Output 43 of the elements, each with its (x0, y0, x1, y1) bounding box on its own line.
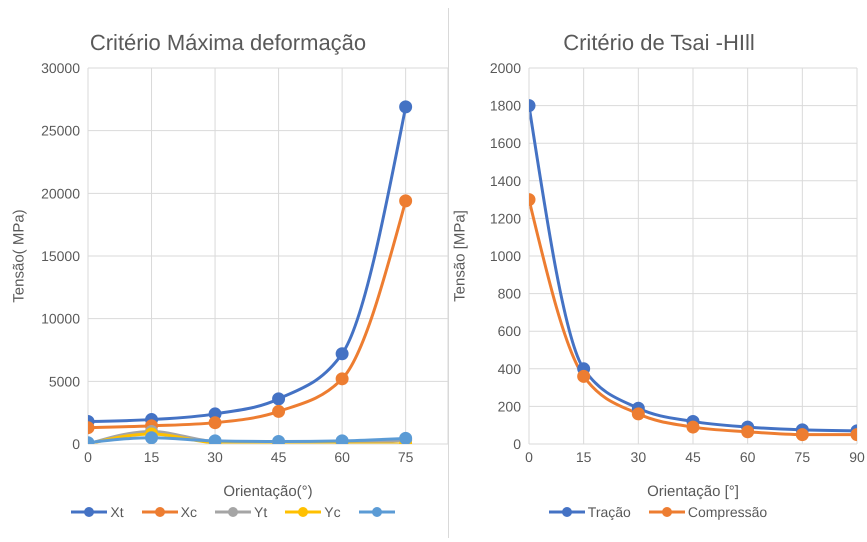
y-tick-label: 25000 (41, 122, 80, 139)
x-tick-label: 75 (794, 448, 810, 465)
x-tick-label: 30 (630, 448, 646, 465)
y-tick-label: 0 (72, 436, 80, 452)
x-tick-label: 60 (740, 448, 756, 465)
x-tick-label: 60 (334, 448, 350, 465)
y-tick-label: 800 (498, 286, 522, 302)
y-axis-title: Tensão [MPa] (451, 210, 468, 302)
legend-label: Xc (180, 504, 197, 520)
y-tick-label: 1000 (490, 248, 522, 264)
y-tick-label: 20000 (41, 185, 80, 202)
y-axis-title: Tensão( MPa) (10, 209, 28, 303)
x-axis-title: Orientação(°) (223, 483, 313, 500)
y-tick-label: 1200 (490, 210, 522, 226)
legend-label: Compressão (686, 504, 768, 520)
legend-label: Yt (253, 504, 268, 520)
y-tick-label: 30000 (41, 60, 80, 76)
chart-title: Critério de Tsai -HIll (562, 30, 756, 57)
y-tick-label: 1800 (490, 98, 522, 114)
x-tick-label: 75 (398, 448, 414, 465)
x-axis-title: Orientação [°] (647, 483, 739, 500)
y-tick-label: 5000 (48, 373, 80, 390)
y-tick-label: 400 (498, 360, 522, 377)
legend-label: Xt (109, 504, 124, 520)
y-tick-label: 1400 (490, 172, 522, 189)
y-tick-label: 600 (498, 323, 522, 340)
x-tick-label: 0 (525, 448, 534, 465)
y-tick-label: 2000 (490, 60, 522, 76)
x-tick-label: 0 (84, 448, 92, 465)
y-tick-label: 15000 (41, 248, 80, 264)
legend-label: Yc (323, 504, 341, 520)
x-tick-label: 45 (270, 448, 287, 465)
y-tick-label: 10000 (41, 310, 80, 327)
y-tick-label: 200 (498, 398, 522, 414)
chart-title: Critério Máxima deformação (88, 30, 368, 57)
x-tick-label: 15 (576, 448, 592, 465)
x-tick-label: 45 (685, 448, 701, 465)
x-tick-label: 90 (849, 448, 865, 465)
y-tick-label: 1600 (490, 135, 522, 152)
y-tick-label: 0 (513, 436, 522, 452)
x-tick-label: 15 (144, 448, 160, 465)
x-tick-label: 30 (207, 448, 224, 465)
legend-label: Tração (586, 504, 631, 520)
